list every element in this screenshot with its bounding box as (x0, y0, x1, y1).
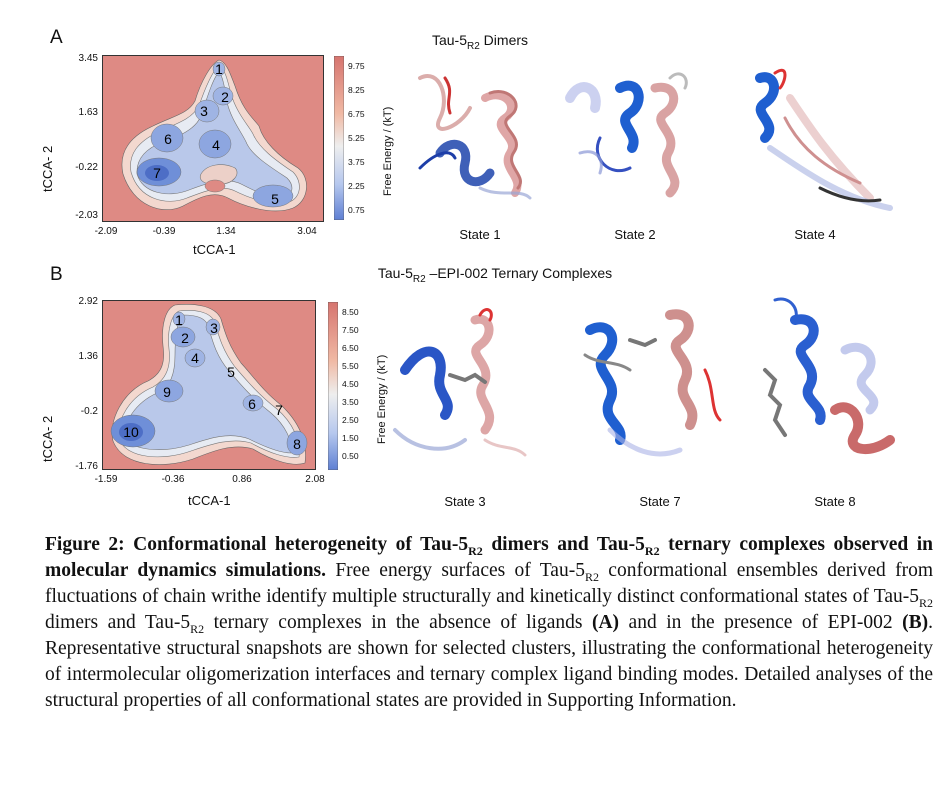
panel-b-free-energy-surface: 1 2 3 4 5 6 7 8 9 10 (102, 300, 316, 470)
panel-a-xtick: 1.34 (216, 226, 236, 237)
panel-b-xlabel: tCCA-1 (188, 493, 231, 508)
fes-a-state-label: 1 (215, 61, 223, 77)
panel-b-colorbar-tick: 0.50 (342, 451, 359, 461)
panel-b-ytick: -1.76 (75, 461, 98, 472)
structure-snapshot-b8 (755, 290, 915, 470)
snapshot-label: State 7 (639, 494, 681, 509)
panel-b-letter: B (50, 264, 63, 285)
fes-a-state-label: 7 (153, 165, 161, 181)
panel-b-xtick: 2.08 (305, 474, 325, 485)
panel-b-ytick: 1.36 (78, 351, 98, 362)
panel-b-colorbar-tick: 3.50 (342, 397, 359, 407)
panel-a-colorbar (334, 56, 344, 220)
fes-a-state-label: 5 (271, 191, 279, 207)
panel-b-ytick: -0.2 (80, 406, 98, 417)
panel-a-xtick: -2.09 (94, 226, 118, 237)
panel-b-colorbar-tick: 7.50 (342, 325, 359, 335)
panel-a-xlabel: tCCA-1 (193, 242, 236, 257)
fes-a-state-label: 4 (212, 137, 220, 153)
fes-b-state-label: 7 (275, 402, 283, 418)
fes-a-state-label: 2 (221, 89, 229, 105)
fes-b-state-label: 8 (293, 436, 301, 452)
fes-b-state-label: 2 (181, 330, 189, 346)
panel-a-ytick: 1.63 (78, 107, 98, 118)
snapshot-label: State 3 (444, 494, 486, 509)
panel-b-colorbar-tick: 1.50 (342, 433, 359, 443)
fes-b-state-label: 4 (191, 350, 199, 366)
panel-a-colorbar-tick: 2.25 (348, 181, 365, 191)
fes-b-state-label: 3 (210, 320, 218, 336)
snapshot-label: State 8 (814, 494, 856, 509)
panel-a-letter: A (50, 27, 63, 48)
structure-snapshot-a2 (560, 58, 700, 218)
panel-a-colorbar-tick: 8.25 (348, 85, 365, 95)
snapshot-label: State 1 (459, 227, 501, 242)
panel-a-colorbar-label: Free Energy / (kT) (382, 106, 394, 196)
panel-a-xtick: 3.04 (297, 226, 317, 237)
panel-a-colorbar-tick: 9.75 (348, 61, 365, 71)
figure-caption: Figure 2: Conformational heterogeneity o… (45, 534, 933, 711)
panel-b-colorbar-tick: 8.50 (342, 307, 359, 317)
structure-snapshot-a1 (410, 58, 545, 218)
fes-b-state-label: 9 (163, 384, 171, 400)
structure-snapshot-b3 (385, 300, 535, 475)
panel-b-colorbar-tick: 5.50 (342, 361, 359, 371)
fes-b-state-label: 6 (248, 396, 256, 412)
snapshot-label: State 2 (614, 227, 656, 242)
snapshot-label: State 4 (794, 227, 836, 242)
panel-b-xtick: -0.36 (161, 474, 185, 485)
panel-b-xtick: -1.59 (94, 474, 118, 485)
structure-snapshot-b7 (560, 300, 725, 475)
panel-b-ytick: 2.92 (78, 296, 98, 307)
panel-a-colorbar-tick: 0.75 (348, 205, 365, 215)
fes-b-state-label: 1 (175, 312, 183, 328)
caption-title: Figure 2: Conformational heterogeneity o… (45, 534, 933, 581)
panel-b-colorbar-tick: 6.50 (342, 343, 359, 353)
fes-b-state-label: 5 (227, 364, 235, 380)
panel-b-colorbar-tick: 4.50 (342, 379, 359, 389)
panel-a-colorbar-tick: 3.75 (348, 157, 365, 167)
panel-a-ytick: -0.22 (75, 162, 98, 173)
panel-a-free-energy-surface: 1 2 3 4 5 6 7 (102, 55, 324, 222)
panel-b-colorbar-tick: 2.50 (342, 415, 359, 425)
fes-a-state-label: 6 (164, 131, 172, 147)
panel-b-colorbar (328, 302, 338, 470)
panel-b-xtick: 0.86 (232, 474, 252, 485)
panel-b-title: Tau-5R2 –EPI-002 Ternary Complexes (377, 265, 613, 285)
panel-a-title: Tau-5R2 Dimers (431, 32, 529, 52)
structure-snapshot-a4 (730, 58, 900, 218)
panel-a-ytick: -2.03 (75, 210, 98, 221)
fes-a-state-label: 3 (200, 103, 208, 119)
panel-a-colorbar-tick: 6.75 (348, 109, 365, 119)
panel-a-xtick: -0.39 (152, 226, 176, 237)
panel-a-ytick: 3.45 (78, 53, 98, 64)
panel-a-colorbar-tick: 5.25 (348, 133, 365, 143)
fes-b-state-label: 10 (123, 424, 139, 440)
